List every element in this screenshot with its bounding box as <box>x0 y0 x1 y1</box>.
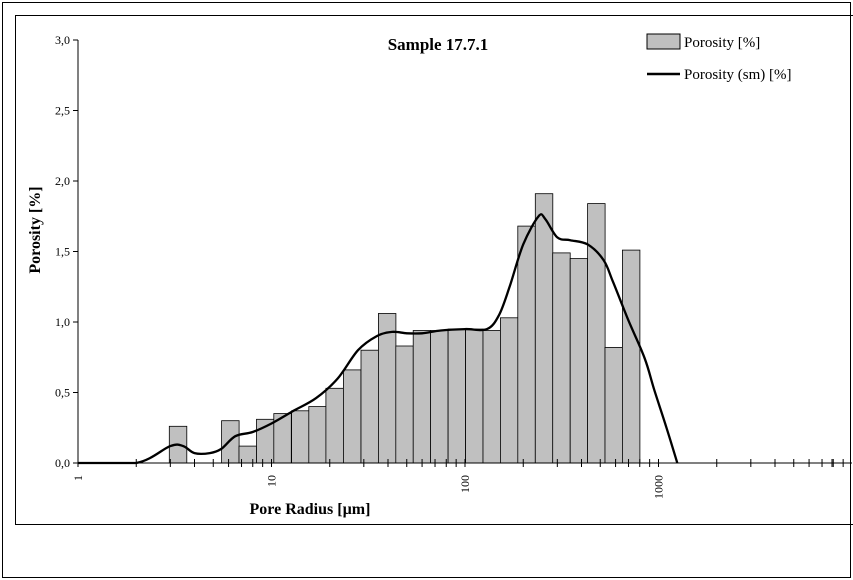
y-axis-title: Porosity [%] <box>27 186 44 273</box>
y-tick-label: 2,0 <box>55 174 70 188</box>
legend-label-porosity: Porosity [%] <box>684 35 760 51</box>
bar <box>308 406 327 464</box>
legend: Porosity [%] Porosity (sm) [%] <box>646 33 792 83</box>
bar <box>587 203 606 464</box>
y-tick-label: 0,0 <box>55 456 70 470</box>
y-tick-label: 1,5 <box>55 245 70 259</box>
x-tick-label: 100 <box>458 475 472 493</box>
legend-swatch-bar <box>646 33 681 50</box>
bar <box>499 317 519 464</box>
legend-label-porosity-smoothed: Porosity (sm) [%] <box>684 67 792 83</box>
bar <box>395 345 414 464</box>
x-tick-label: 10 <box>265 475 279 487</box>
x-tick-label: 1000 <box>652 475 666 499</box>
bar <box>412 330 432 464</box>
bar-series-porosity <box>168 193 641 464</box>
bar <box>447 328 467 464</box>
bar <box>377 313 397 464</box>
bar <box>534 193 554 464</box>
bar <box>465 328 484 464</box>
bar <box>430 330 449 464</box>
bar <box>221 420 240 464</box>
bar <box>291 410 310 464</box>
y-tick-label: 3,0 <box>55 33 70 47</box>
bar <box>604 346 623 464</box>
x-tick-label: 1 <box>71 475 85 481</box>
bar <box>342 369 362 464</box>
bar <box>360 349 379 464</box>
bar <box>622 249 641 464</box>
smoothed-porosity-line <box>78 213 679 465</box>
y-tick-label: 0,5 <box>55 386 70 400</box>
bar <box>569 258 589 464</box>
y-axis-ticks: 0,0 0,5 1,0 1,5 2,0 2,5 3,0 <box>55 33 78 470</box>
x-axis-title: Pore Radius [µm] <box>250 501 371 518</box>
bar <box>552 252 571 464</box>
x-axis-ticks: 1 10 100 1000 <box>71 459 844 499</box>
y-tick-label: 1,0 <box>55 315 70 329</box>
plot-area-border <box>15 15 853 525</box>
bar <box>517 225 536 464</box>
line-series-porosity-smoothed <box>78 213 679 465</box>
bar <box>482 330 501 464</box>
bar <box>325 387 344 464</box>
y-tick-label: 2,5 <box>55 104 70 118</box>
chart-title: Sample 17.7.1 <box>388 35 489 54</box>
